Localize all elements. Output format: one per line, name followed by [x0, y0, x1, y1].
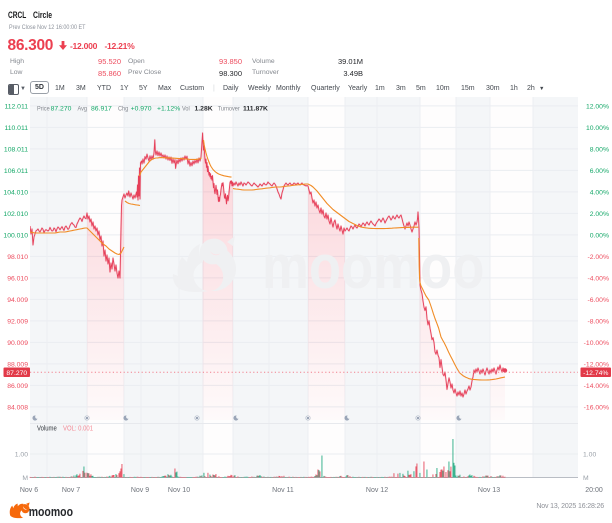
svg-text:2.00%: 2.00%	[590, 211, 609, 218]
svg-text:Price: Price	[37, 105, 50, 113]
svg-text:100.010: 100.010	[3, 232, 28, 239]
svg-text:Nov 13: Nov 13	[478, 487, 500, 494]
svg-text:98.010: 98.010	[7, 254, 28, 261]
svg-text:102.010: 102.010	[3, 211, 28, 218]
svg-text:110.011: 110.011	[4, 125, 28, 132]
svg-text:Nov 6: Nov 6	[20, 487, 38, 494]
svg-text:106.011: 106.011	[4, 168, 28, 175]
svg-text:-16.00%: -16.00%	[584, 404, 609, 411]
svg-text:88.009: 88.009	[7, 361, 28, 368]
svg-text:111.87K: 111.87K	[243, 106, 268, 113]
svg-text:-12.74%: -12.74%	[583, 370, 608, 377]
svg-text:Volume: Volume	[37, 425, 57, 433]
svg-text:86.917: 86.917	[91, 106, 112, 113]
svg-text:-12.00%: -12.00%	[584, 361, 609, 368]
svg-text:94.009: 94.009	[7, 297, 28, 304]
svg-text:Chg: Chg	[118, 105, 129, 113]
svg-text:0.00%: 0.00%	[590, 232, 609, 239]
svg-text:90.009: 90.009	[7, 340, 28, 347]
svg-text:-2.00%: -2.00%	[587, 254, 609, 261]
svg-text:12.00%: 12.00%	[586, 103, 609, 110]
svg-text:M: M	[22, 475, 28, 482]
svg-text:moomoo: moomoo	[29, 506, 73, 519]
svg-text:1.00: 1.00	[583, 452, 596, 459]
svg-text:-14.00%: -14.00%	[584, 383, 609, 390]
svg-text:Nov 11: Nov 11	[272, 487, 294, 494]
svg-text:84.008: 84.008	[7, 404, 28, 411]
svg-text:4.00%: 4.00%	[590, 189, 609, 196]
svg-text:87.270: 87.270	[51, 106, 72, 113]
svg-text:10.00%: 10.00%	[586, 125, 609, 132]
svg-text:Nov 7: Nov 7	[62, 487, 80, 494]
svg-text:108.011: 108.011	[4, 146, 28, 153]
svg-text:86.009: 86.009	[7, 383, 28, 390]
svg-text:112.011: 112.011	[4, 103, 28, 110]
svg-text:-8.00%: -8.00%	[587, 318, 609, 325]
svg-text:Nov 10: Nov 10	[168, 487, 190, 494]
svg-text:Nov 12: Nov 12	[366, 487, 388, 494]
svg-text:20:00: 20:00	[585, 487, 603, 494]
svg-text:+1.12%: +1.12%	[157, 106, 180, 113]
svg-text:92.009: 92.009	[7, 318, 28, 325]
svg-text:-6.00%: -6.00%	[587, 297, 609, 304]
svg-text:+0.970: +0.970	[131, 106, 152, 113]
svg-text:M: M	[583, 475, 589, 482]
svg-text:Nov 9: Nov 9	[131, 487, 149, 494]
svg-text:-10.00%: -10.00%	[584, 340, 609, 347]
svg-text:1.00: 1.00	[15, 452, 28, 459]
svg-text:87.270: 87.270	[6, 370, 27, 377]
svg-text:96.010: 96.010	[7, 275, 28, 282]
svg-text:8.00%: 8.00%	[590, 146, 609, 153]
svg-text:6.00%: 6.00%	[590, 168, 609, 175]
svg-text:Vol: Vol	[182, 105, 190, 113]
svg-text:104.010: 104.010	[3, 189, 28, 196]
svg-text:Avg: Avg	[78, 105, 88, 113]
svg-text:moomoo: moomoo	[262, 233, 484, 302]
svg-text:Turnover: Turnover	[218, 105, 240, 113]
svg-text:1.28K: 1.28K	[195, 106, 213, 113]
svg-text:VOL: 0.001: VOL: 0.001	[63, 425, 93, 433]
svg-text:-4.00%: -4.00%	[587, 275, 609, 282]
